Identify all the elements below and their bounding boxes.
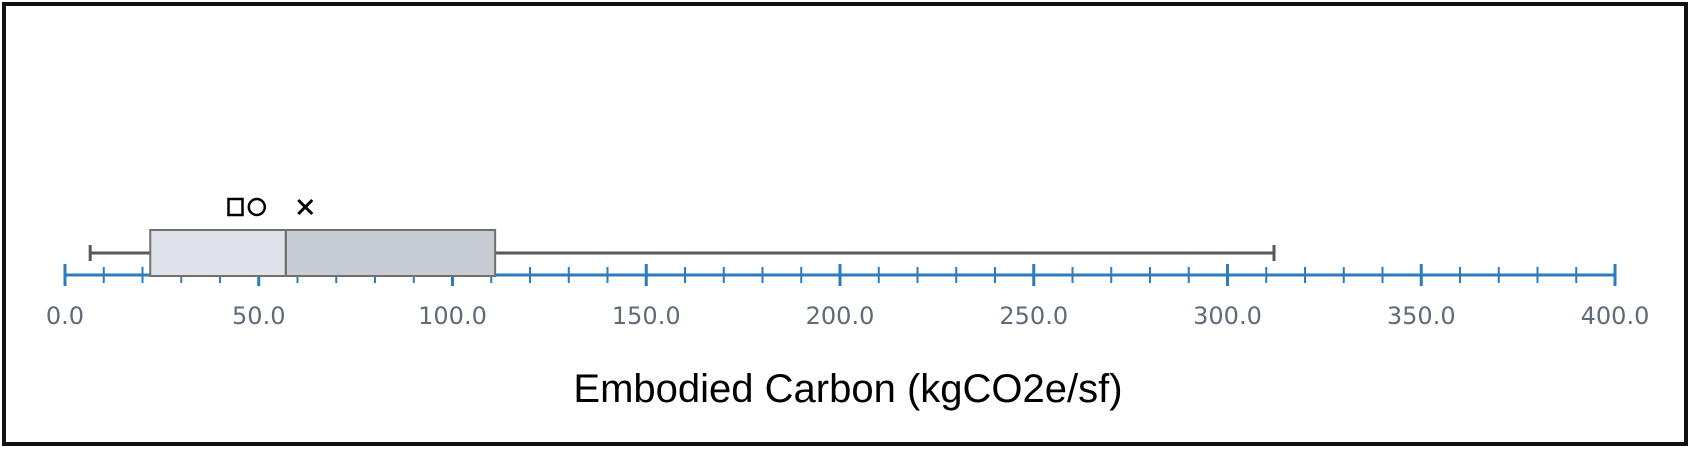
x-axis-title: Embodied Carbon (kgCO2e/sf) (573, 367, 1122, 411)
x-tick-label: 350.0 (1387, 302, 1456, 330)
x-tick-label: 150.0 (612, 302, 681, 330)
x-tick-label: 0.0 (46, 302, 84, 330)
circle-marker (247, 197, 267, 217)
x-tick-label: 100.0 (418, 302, 487, 330)
box-upper-half (284, 229, 497, 277)
square-marker (227, 197, 244, 217)
box-lower-half (149, 229, 287, 277)
x-tick-label: 250.0 (999, 302, 1068, 330)
legend-markers (227, 197, 314, 217)
x-tick-label: 50.0 (232, 302, 285, 330)
x-tick-label: 200.0 (806, 302, 875, 330)
box-plot (88, 229, 1276, 277)
x-tick-label: 300.0 (1193, 302, 1262, 330)
chart-frame (2, 2, 1688, 446)
x-marker (297, 198, 314, 216)
x-tick-label: 400.0 (1581, 302, 1650, 330)
x-marker-stroke (297, 198, 314, 216)
